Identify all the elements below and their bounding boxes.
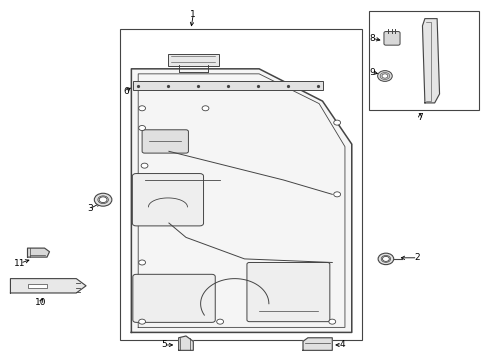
Bar (27, 284, 47, 288)
Circle shape (141, 163, 148, 168)
Polygon shape (303, 338, 331, 350)
Polygon shape (131, 69, 351, 332)
Circle shape (139, 106, 145, 111)
FancyBboxPatch shape (132, 174, 203, 226)
Circle shape (139, 319, 145, 324)
Text: 7: 7 (416, 113, 422, 122)
Text: 2: 2 (414, 253, 420, 262)
Circle shape (333, 192, 340, 197)
Circle shape (94, 193, 112, 206)
Text: 5: 5 (161, 341, 166, 350)
Circle shape (99, 197, 107, 203)
Polygon shape (422, 19, 439, 103)
Bar (120, 30, 361, 339)
Circle shape (333, 120, 340, 125)
Text: 1: 1 (190, 10, 196, 19)
Circle shape (216, 319, 223, 324)
Text: 3: 3 (87, 204, 93, 213)
Text: 8: 8 (368, 34, 374, 43)
Circle shape (377, 71, 391, 81)
Circle shape (382, 256, 388, 261)
Text: 4: 4 (339, 341, 344, 350)
FancyBboxPatch shape (142, 130, 188, 153)
Polygon shape (178, 336, 193, 350)
Circle shape (139, 260, 145, 265)
FancyBboxPatch shape (133, 274, 215, 322)
FancyBboxPatch shape (383, 32, 399, 45)
Text: 10: 10 (35, 298, 46, 307)
FancyBboxPatch shape (167, 54, 218, 66)
Bar (368, 12, 478, 110)
Circle shape (328, 319, 335, 324)
Polygon shape (27, 248, 49, 257)
Polygon shape (10, 279, 86, 293)
Circle shape (381, 74, 387, 78)
Circle shape (202, 106, 208, 111)
Circle shape (377, 253, 393, 265)
FancyBboxPatch shape (246, 262, 329, 321)
Text: 9: 9 (368, 68, 374, 77)
Text: 11: 11 (15, 259, 26, 268)
Bar (133, 81, 322, 90)
Circle shape (139, 126, 145, 131)
Text: 6: 6 (123, 86, 129, 95)
